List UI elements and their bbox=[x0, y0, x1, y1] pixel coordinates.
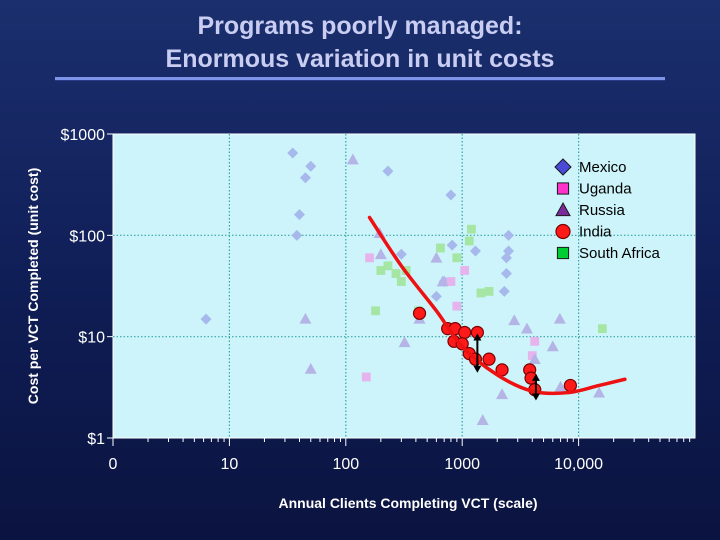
y-tick-label: $100 bbox=[69, 228, 105, 245]
y-axis-title: Cost per VCT Completed (unit cost) bbox=[25, 168, 41, 404]
russia-point bbox=[346, 153, 359, 165]
title-underline-shadow bbox=[55, 80, 665, 81]
mexico-point bbox=[291, 229, 303, 241]
trend-line bbox=[367, 215, 627, 396]
russia-point bbox=[476, 414, 489, 425]
uganda-point bbox=[365, 253, 374, 263]
russia-point bbox=[436, 275, 449, 287]
axes: 0 10 100 1000 10,000 $1 $10 $100 $1000 bbox=[61, 127, 691, 473]
south-africa-point bbox=[484, 286, 494, 296]
x-tick-label: 0 bbox=[109, 456, 118, 473]
y-tick-label: $1000 bbox=[61, 127, 106, 144]
x-axis-title: Annual Clients Completing VCT (scale) bbox=[278, 495, 537, 511]
x-tick-label: 10,000 bbox=[554, 456, 603, 473]
india-point bbox=[563, 378, 577, 393]
uganda-point bbox=[460, 266, 470, 275]
mexico-point bbox=[498, 285, 510, 297]
russia-point bbox=[593, 386, 606, 398]
mexico-point bbox=[200, 313, 212, 325]
uganda-point bbox=[530, 336, 540, 346]
legend-marker-uganda bbox=[556, 182, 570, 195]
mexico-point bbox=[395, 248, 407, 260]
south-africa-point bbox=[391, 269, 401, 278]
india-point bbox=[412, 306, 427, 320]
uganda-point bbox=[527, 351, 537, 361]
range-arrow-head-up bbox=[531, 373, 540, 381]
legend-label-uganda: Uganda bbox=[579, 181, 632, 198]
south-africa-point bbox=[597, 324, 607, 334]
legend: Mexico Uganda Russia India South Africa bbox=[554, 158, 661, 262]
mexico-point bbox=[305, 160, 317, 172]
legend-marker-india bbox=[555, 223, 571, 240]
x-tick-label: 100 bbox=[332, 456, 359, 473]
south-africa-point bbox=[452, 253, 462, 263]
legend-marker-south-africa bbox=[556, 246, 570, 260]
russia-point bbox=[299, 312, 312, 324]
uganda-point bbox=[361, 372, 371, 382]
grid-lines bbox=[113, 134, 695, 438]
title-line-2: Enormous variation in unit costs bbox=[165, 45, 555, 73]
mexico-point bbox=[445, 189, 457, 201]
legend-label-india: India bbox=[579, 224, 612, 241]
south-africa-point bbox=[476, 288, 486, 298]
russia-point bbox=[304, 362, 317, 374]
mexico-point bbox=[287, 147, 299, 159]
south-africa-point bbox=[376, 266, 386, 275]
russia-point bbox=[496, 388, 509, 400]
mexico-point bbox=[469, 245, 481, 257]
x-tick-label: 10 bbox=[221, 456, 239, 473]
data-points bbox=[200, 147, 607, 425]
india-point bbox=[458, 325, 472, 340]
india-point bbox=[482, 352, 496, 366]
legend-marker-russia bbox=[555, 201, 571, 217]
russia-point bbox=[546, 340, 559, 352]
legend-marker-mexico bbox=[554, 158, 572, 176]
legend-label-south-africa: South Africa bbox=[579, 245, 661, 262]
russia-point bbox=[398, 336, 411, 348]
chart-title: Programs poorly managed: Enormous variat… bbox=[0, 10, 720, 76]
russia-point bbox=[430, 251, 443, 263]
x-tick-label: 1000 bbox=[444, 456, 480, 473]
y-tick-label: $1 bbox=[87, 431, 105, 448]
south-africa-point bbox=[371, 306, 380, 316]
mexico-point bbox=[446, 239, 458, 251]
south-africa-point bbox=[436, 243, 445, 253]
range-arrows bbox=[473, 333, 540, 401]
range-arrow-head-down bbox=[531, 393, 540, 401]
russia-point bbox=[554, 380, 567, 392]
range-arrow-head-up bbox=[473, 333, 482, 341]
uganda-point bbox=[446, 277, 456, 286]
range-arrow-head-down bbox=[473, 365, 482, 373]
russia-point bbox=[528, 353, 541, 364]
legend-label-mexico: Mexico bbox=[579, 159, 627, 176]
south-africa-point bbox=[383, 261, 393, 271]
russia-point bbox=[553, 312, 566, 324]
mexico-point bbox=[293, 209, 305, 221]
mexico-point bbox=[500, 268, 512, 280]
mexico-point bbox=[500, 252, 512, 264]
mexico-point bbox=[503, 229, 515, 241]
trend-line-group bbox=[367, 215, 627, 396]
south-africa-point bbox=[467, 224, 476, 234]
y-tick-label: $10 bbox=[78, 330, 105, 347]
title-underline bbox=[55, 77, 665, 80]
russia-point bbox=[520, 322, 533, 334]
mexico-point bbox=[382, 165, 394, 177]
title-line-1: Programs poorly managed: bbox=[197, 12, 523, 40]
russia-point bbox=[374, 248, 387, 260]
south-africa-point bbox=[464, 236, 474, 246]
mexico-point bbox=[299, 172, 311, 184]
legend-label-russia: Russia bbox=[579, 202, 626, 219]
south-africa-point bbox=[396, 277, 406, 286]
uganda-point bbox=[452, 301, 462, 311]
russia-point bbox=[508, 314, 521, 326]
mexico-point bbox=[430, 290, 442, 302]
